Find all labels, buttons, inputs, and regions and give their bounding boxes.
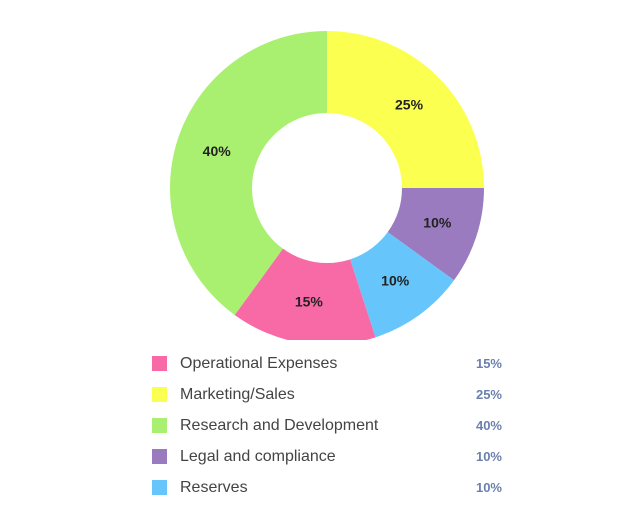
legend: Operational Expenses 15% Marketing/Sales…: [152, 348, 502, 503]
donut-chart-svg: 25% 10% 10% 15% 40%: [170, 31, 484, 340]
legend-value: 40%: [475, 418, 502, 433]
slice-research-and-development[interactable]: [170, 31, 327, 316]
slice-label-research-and-development: 40%: [203, 143, 232, 159]
legend-label: Reserves: [180, 478, 248, 496]
legend-label: Research and Development: [180, 416, 379, 434]
legend-value: 25%: [475, 387, 502, 402]
legend-value: 10%: [475, 480, 502, 495]
legend-swatch: [152, 480, 167, 495]
legend-label: Marketing/Sales: [180, 385, 295, 403]
legend-swatch: [152, 387, 167, 402]
legend-swatch: [152, 356, 167, 371]
legend-item-research-and-development[interactable]: Research and Development 40%: [152, 410, 502, 441]
slice-label-operational-expenses: 15%: [295, 293, 324, 309]
legend-value: 10%: [475, 449, 502, 464]
legend-item-marketing-sales[interactable]: Marketing/Sales 25%: [152, 379, 502, 410]
slice-label-legal-and-compliance: 10%: [423, 215, 452, 231]
legend-item-operational-expenses[interactable]: Operational Expenses 15%: [152, 348, 502, 379]
legend-item-legal-and-compliance[interactable]: Legal and compliance 10%: [152, 441, 502, 472]
slice-marketing-sales[interactable]: [327, 31, 484, 188]
slice-legal-and-compliance[interactable]: [387, 188, 484, 281]
legend-label: Legal and compliance: [180, 447, 336, 465]
legend-value: 15%: [475, 356, 502, 371]
slice-operational-expenses[interactable]: [234, 248, 376, 340]
legend-swatch: [152, 418, 167, 433]
legend-item-reserves[interactable]: Reserves 10%: [152, 472, 502, 503]
slice-label-marketing-sales: 25%: [395, 97, 424, 113]
legend-swatch: [152, 449, 167, 464]
slice-label-reserves: 10%: [381, 273, 410, 289]
slice-reserves[interactable]: [350, 232, 455, 338]
legend-label: Operational Expenses: [180, 354, 338, 372]
